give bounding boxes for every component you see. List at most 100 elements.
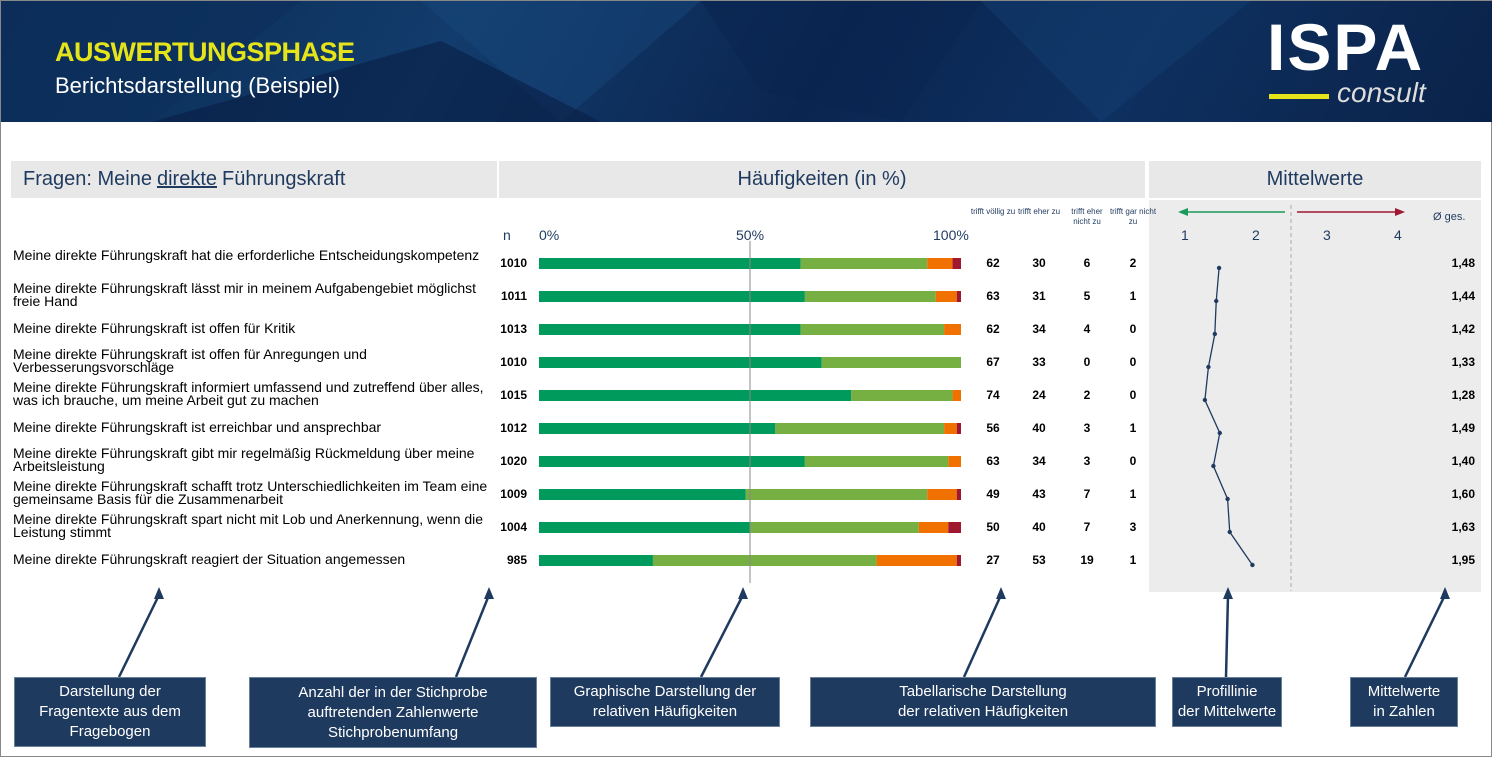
percent-value: 34 (1032, 454, 1046, 468)
percent-value: 1 (1129, 289, 1137, 303)
bar-segment (935, 291, 957, 302)
arrow-head-icon (154, 587, 164, 599)
bar-segment (956, 555, 961, 566)
questions-header-pre: Fragen: Meine (23, 168, 152, 190)
x-tick-label: 100% (933, 227, 969, 243)
frequencies-header: Häufigkeiten (in %) (499, 161, 1145, 198)
percent-value: 2 (1083, 388, 1091, 402)
bar-segment (800, 324, 945, 335)
question-text: Meine direkte Führungskraft ist offen fü… (13, 346, 367, 375)
questions-header-post: Führungskraft (222, 168, 346, 190)
bar-segment (927, 258, 953, 269)
bar-segment (539, 357, 822, 368)
bar-segment (804, 456, 949, 467)
bar-segment (804, 291, 936, 302)
question-text: Meine direkte Führungskraft ist offen fü… (13, 320, 296, 336)
questions-header-em: direkte (156, 168, 217, 190)
annotation-arrow (1403, 594, 1447, 678)
mean-scale-tick: 1 (1181, 227, 1189, 243)
sample-size: 1009 (500, 487, 527, 501)
mean-scale-tick: 4 (1394, 227, 1402, 243)
percent-value: 0 (1129, 388, 1137, 402)
arrow-head-icon (996, 587, 1006, 599)
percent-value: 40 (1032, 520, 1046, 534)
percent-value: 67 (986, 355, 1000, 369)
annotation-box: Graphische Darstellung der relativen Häu… (550, 677, 780, 727)
annotation-arrow (117, 594, 161, 678)
percent-value: 0 (1129, 454, 1137, 468)
questions-header: Fragen: Meine direkte Führungskraft (11, 161, 497, 198)
column-header: trifft völlig zu (970, 207, 1016, 216)
percent-value: 49 (986, 487, 1000, 501)
bar-segment (876, 555, 957, 566)
percent-value: 1 (1129, 421, 1137, 435)
bar-segment (539, 489, 746, 500)
logo-consult: consult (1337, 77, 1426, 108)
sample-size: 1011 (500, 289, 527, 303)
bar-segment (944, 324, 961, 335)
sample-size: 1004 (500, 520, 527, 534)
percent-value: 0 (1083, 355, 1091, 369)
question-text: Meine direkte Führungskraft gibt mir reg… (13, 445, 475, 474)
bar-segment (539, 522, 750, 533)
mean-scale-tick: 3 (1323, 227, 1331, 243)
percent-value: 0 (1129, 355, 1137, 369)
percent-value: 56 (986, 421, 1000, 435)
mean-value: 1,42 (1451, 322, 1475, 336)
bar-segment (539, 423, 776, 434)
percent-value: 1 (1129, 553, 1137, 567)
percent-value: 43 (1032, 487, 1046, 501)
sample-size: 1012 (500, 421, 527, 435)
bar-segment (652, 555, 877, 566)
percent-value: 2 (1129, 256, 1137, 270)
percent-value: 62 (986, 256, 1000, 270)
header-banner: AUSWERTUNGSPHASE Berichtsdarstellung (Be… (1, 1, 1492, 122)
sample-size: 1020 (500, 454, 527, 468)
bar-segment (745, 489, 928, 500)
annotation-box: Profillinie der Mittelwerte (1172, 677, 1282, 727)
page-subtitle: Berichtsdarstellung (Beispiel) (55, 73, 340, 98)
bar-segment (956, 291, 961, 302)
percent-value: 19 (1080, 553, 1094, 567)
bar-segment (927, 489, 957, 500)
question-text: Meine direkte Führungskraft spart nicht … (13, 511, 484, 540)
percent-value: 62 (986, 322, 1000, 336)
mean-value: 1,63 (1451, 520, 1475, 534)
bar-segment (952, 258, 961, 269)
mean-value: 1,44 (1451, 289, 1475, 303)
question-text: Meine direkte Führungskraft schafft trot… (13, 478, 488, 507)
sample-size: 1010 (500, 256, 527, 270)
annotation-box: Darstellung der Fragentexte aus dem Frag… (14, 677, 206, 747)
x-tick-label: 0% (539, 227, 560, 243)
percent-value: 53 (1032, 553, 1046, 567)
column-header: trifft gar nicht zu (1109, 207, 1157, 226)
percent-value: 30 (1032, 256, 1046, 270)
percent-value: 7 (1083, 487, 1091, 501)
percent-value: 31 (1032, 289, 1046, 303)
annotation-arrow (699, 594, 745, 678)
arrow-head-icon (738, 587, 748, 599)
logo-bar (1269, 94, 1329, 99)
percent-value: 34 (1032, 322, 1046, 336)
percent-value: 33 (1032, 355, 1046, 369)
arrow-head-icon (484, 587, 494, 599)
bar-segment (539, 555, 653, 566)
bar-segment (952, 390, 961, 401)
question-text: Meine direkte Führungskraft hat die erfo… (13, 247, 480, 263)
annotation-box: Anzahl der in der Stichprobe auftretende… (249, 677, 537, 748)
percent-value: 3 (1129, 520, 1137, 534)
percent-value: 7 (1083, 520, 1091, 534)
bar-segment (851, 390, 953, 401)
mean-value: 1,49 (1451, 421, 1475, 435)
bar-segment (948, 522, 961, 533)
sample-size: 1010 (500, 355, 527, 369)
bar-segment (539, 324, 801, 335)
bar-segment (775, 423, 945, 434)
question-text: Meine direkte Führungskraft ist erreichb… (13, 419, 382, 435)
percent-value: 1 (1129, 487, 1137, 501)
percent-value: 40 (1032, 421, 1046, 435)
percent-value: 74 (986, 388, 1000, 402)
annotation-box: Tabellarische Darstellung der relativen … (810, 677, 1156, 727)
sample-size: 985 (506, 553, 527, 567)
bar-segment (539, 291, 805, 302)
